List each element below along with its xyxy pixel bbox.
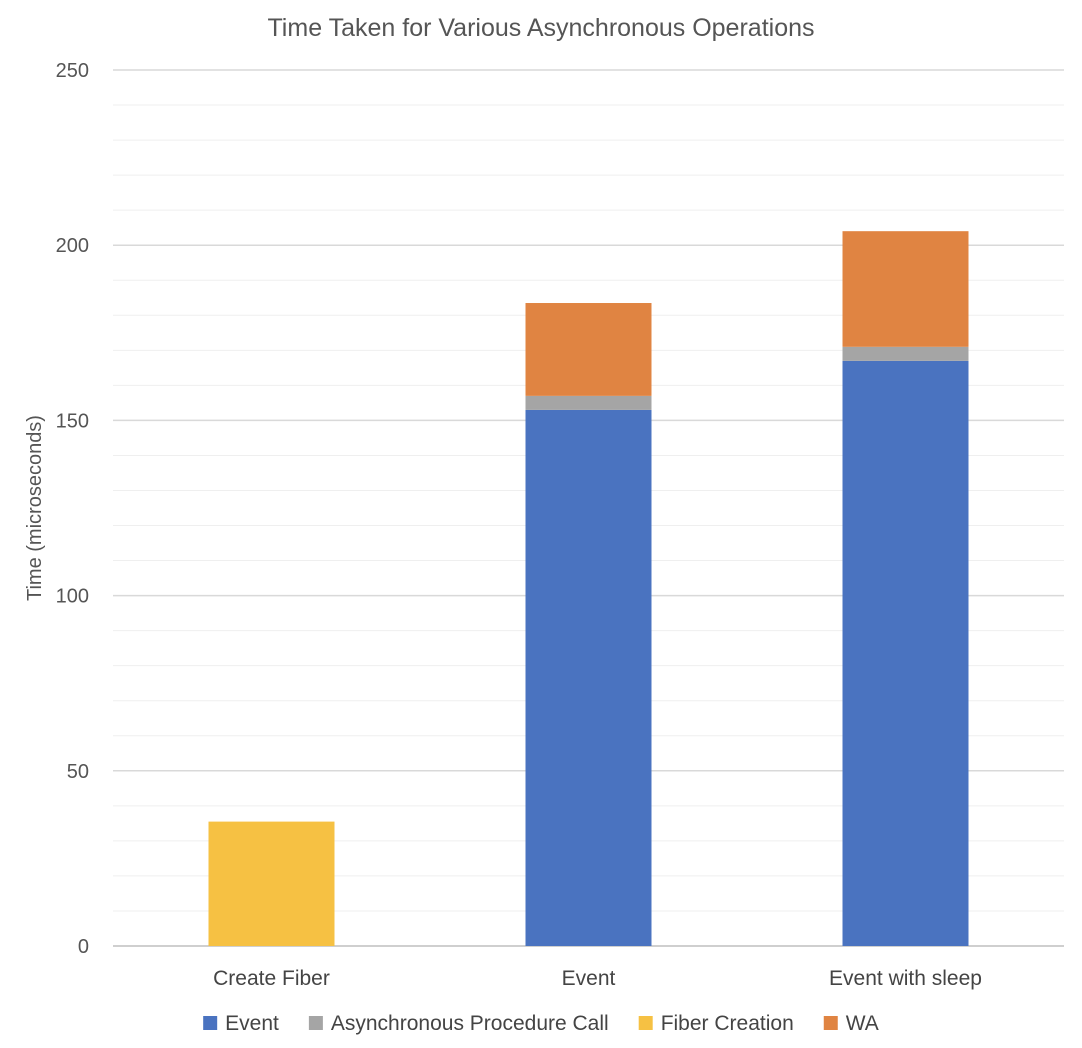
legend-item: Fiber Creation xyxy=(638,1012,794,1035)
legend-item: WA xyxy=(823,1012,879,1035)
bar-wa-event-with-sleep xyxy=(842,231,969,347)
y-axis-ticks: 0 50 100 150 200 250 xyxy=(56,60,89,958)
y-axis-label: Time (microseconds) xyxy=(24,415,46,601)
legend: Event Asynchronous Procedure Call Fiber Cr… xyxy=(203,1012,879,1035)
y-tick-label: 100 xyxy=(56,586,89,608)
y-tick-label: 150 xyxy=(56,410,89,432)
x-category-label: Event xyxy=(562,967,616,990)
bar-event-event-with-sleep xyxy=(842,360,969,946)
legend-swatch xyxy=(308,1016,323,1030)
y-tick-label: 250 xyxy=(56,60,89,82)
legend-label: Event xyxy=(225,1012,279,1035)
legend-item: Asynchronous Procedure Call xyxy=(308,1012,609,1035)
y-tick-label: 200 xyxy=(56,235,89,257)
legend-swatch xyxy=(638,1016,653,1030)
bars xyxy=(208,231,969,946)
legend-swatch xyxy=(823,1016,838,1030)
bar-wa-event xyxy=(525,303,652,396)
x-category-label: Create Fiber xyxy=(213,967,330,990)
y-tick-label: 0 xyxy=(78,936,89,958)
x-axis-categories: Create Fiber Event Event with sleep xyxy=(213,967,982,990)
legend-label: Asynchronous Procedure Call xyxy=(331,1012,609,1035)
legend-swatch xyxy=(203,1016,218,1030)
legend-item: Event xyxy=(203,1012,279,1035)
chart-title: Time Taken for Various Asynchronous Oper… xyxy=(267,14,814,42)
legend-label: WA xyxy=(846,1012,879,1035)
bar-asynchronous-procedure-call-event-with-sleep xyxy=(842,346,969,361)
x-category-label: Event with sleep xyxy=(829,967,982,990)
legend-label: Fiber Creation xyxy=(661,1012,794,1035)
bar-event-event xyxy=(525,409,652,946)
bar-asynchronous-procedure-call-event xyxy=(525,395,652,410)
y-tick-label: 50 xyxy=(67,761,89,783)
bar-fiber-creation-create-fiber xyxy=(208,821,335,946)
